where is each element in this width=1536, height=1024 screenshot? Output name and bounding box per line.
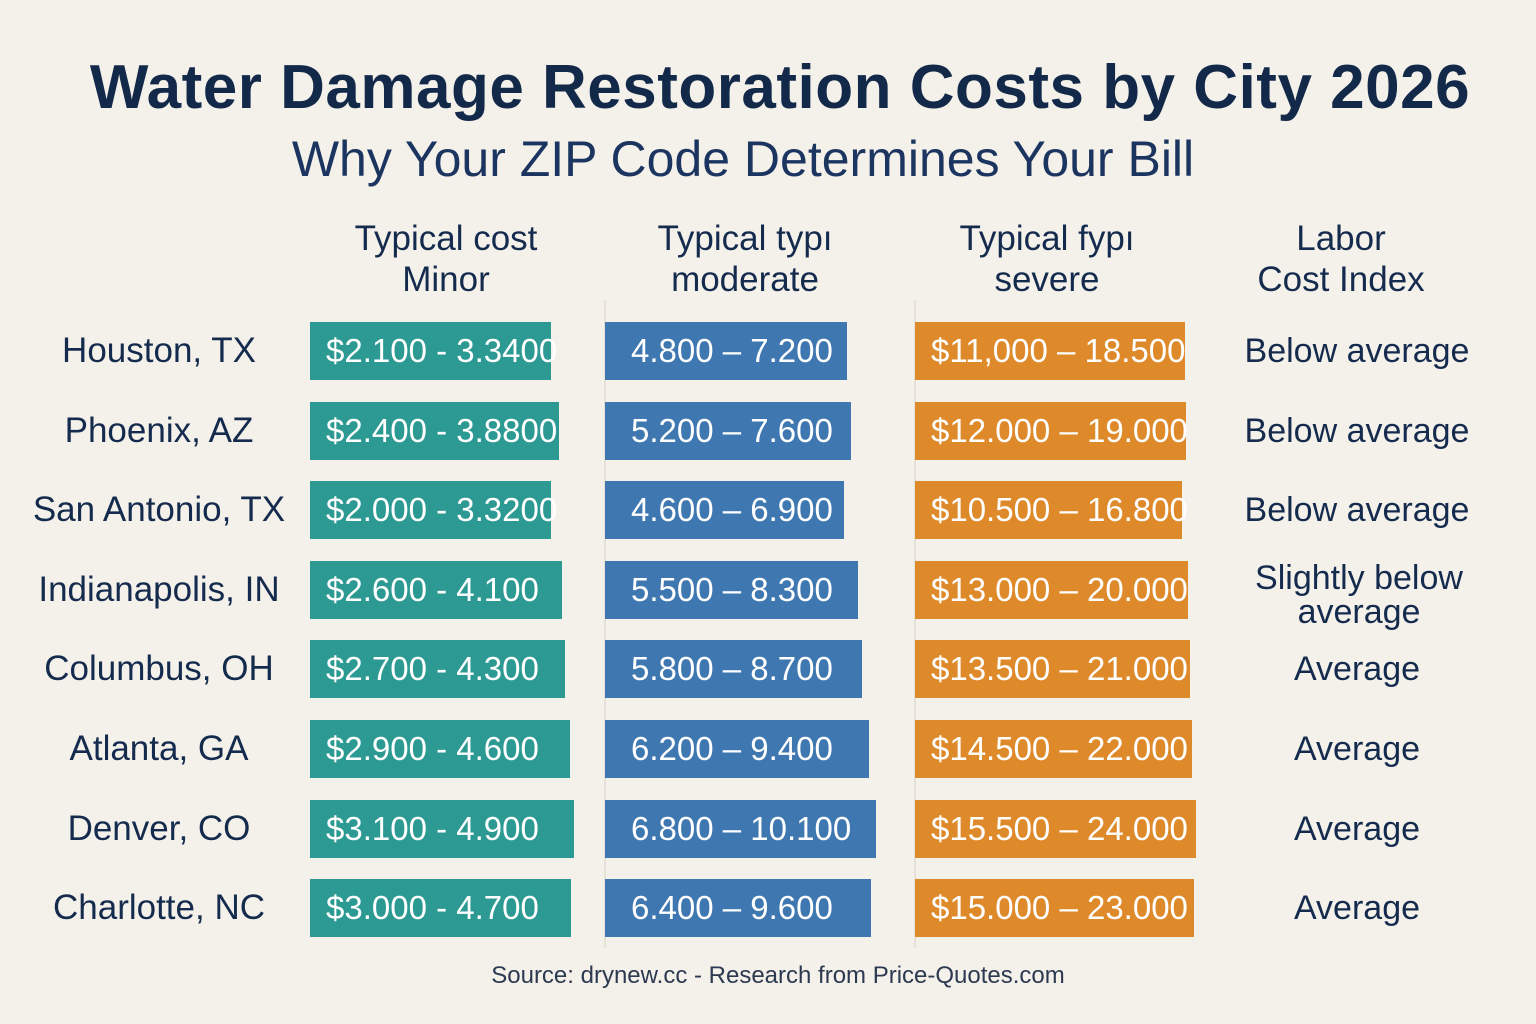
- city-label: Indianapolis, IN: [38, 570, 280, 609]
- labor-cost-index: Average: [1293, 730, 1421, 768]
- bar-minor: $2.000 - 3.3200: [310, 481, 557, 539]
- bar-moderate: 4.800 – 7.200: [605, 322, 847, 380]
- labor-cost-index: Below average: [1244, 412, 1470, 450]
- column-header-line: moderate: [671, 260, 819, 299]
- city-label: San Antonio, TX: [32, 490, 286, 529]
- chart-title: Water Damage Restoration Costs by City 2…: [89, 53, 1471, 122]
- column-divider: [604, 300, 606, 948]
- bar-minor: $2.100 - 3.3400: [310, 322, 557, 380]
- bar-minor: $2.900 - 4.600: [310, 720, 570, 778]
- column-divider: [914, 300, 916, 948]
- bar-severe: $13.500 – 21.000: [915, 640, 1190, 698]
- column-header-moderate: Typical typı moderate: [600, 218, 890, 300]
- labor-cost-index: Average: [1293, 889, 1421, 927]
- bar-minor: $3.000 - 4.700: [310, 879, 571, 937]
- column-header-labor-index: Labor Cost Index: [1196, 218, 1486, 300]
- labor-cost-index: Slightly below average: [1255, 559, 1463, 631]
- city-label: Denver, CO: [67, 809, 251, 848]
- bar-severe: $10.500 – 16.800: [915, 481, 1188, 539]
- city-label: Columbus, OH: [44, 649, 274, 688]
- city-label: Charlotte, NC: [52, 888, 266, 927]
- bar-minor: $2.400 - 3.8800: [310, 402, 559, 460]
- column-header-line: Labor: [1296, 219, 1386, 258]
- column-header-line: Cost Index: [1257, 260, 1425, 299]
- bar-severe: $15.000 – 23.000: [915, 879, 1194, 937]
- bar-moderate: 5.200 – 7.600: [605, 402, 851, 460]
- bar-severe: $11,000 – 18.500: [915, 322, 1185, 380]
- bar-minor: $2.700 - 4.300: [310, 640, 565, 698]
- chart-subtitle: Why Your ZIP Code Determines Your Bill: [291, 131, 1195, 187]
- column-header-line: Minor: [402, 260, 490, 299]
- column-header-line: severe: [994, 260, 1100, 299]
- column-header-minor: Typical cost Minor: [300, 218, 592, 300]
- city-label: Atlanta, GA: [69, 729, 249, 768]
- column-header-severe: Typical fypı severe: [900, 218, 1194, 300]
- bar-minor: $3.100 - 4.900: [310, 800, 574, 858]
- bar-moderate: 6.400 – 9.600: [605, 879, 871, 937]
- bar-moderate: 5.800 – 8.700: [605, 640, 862, 698]
- bar-severe: $13.000 – 20.000: [915, 561, 1188, 619]
- column-header-line: Typical fypı: [959, 219, 1135, 258]
- column-header-line: Typical cost: [354, 219, 538, 258]
- bar-minor: $2.600 - 4.100: [310, 561, 562, 619]
- bar-severe: $14.500 – 22.000: [915, 720, 1192, 778]
- bar-severe: $12.000 – 19.000: [915, 402, 1188, 460]
- city-label: Houston, TX: [62, 331, 256, 370]
- bar-moderate: 6.800 – 10.100: [605, 800, 876, 858]
- source-note: Source: drynew.cc - Research from Price-…: [491, 962, 1065, 989]
- bar-moderate: 6.200 – 9.400: [605, 720, 869, 778]
- bar-severe: $15.500 – 24.000: [915, 800, 1196, 858]
- bar-moderate: 5.500 – 8.300: [605, 561, 858, 619]
- labor-cost-index: Average: [1293, 810, 1421, 848]
- labor-cost-index: Below average: [1244, 332, 1470, 370]
- labor-cost-index: Average: [1293, 650, 1421, 688]
- bar-moderate: 4.600 – 6.900: [605, 481, 844, 539]
- labor-cost-index: Below average: [1244, 491, 1470, 529]
- column-header-line: Typical typı: [657, 219, 833, 258]
- city-label: Phoenix, AZ: [64, 411, 254, 450]
